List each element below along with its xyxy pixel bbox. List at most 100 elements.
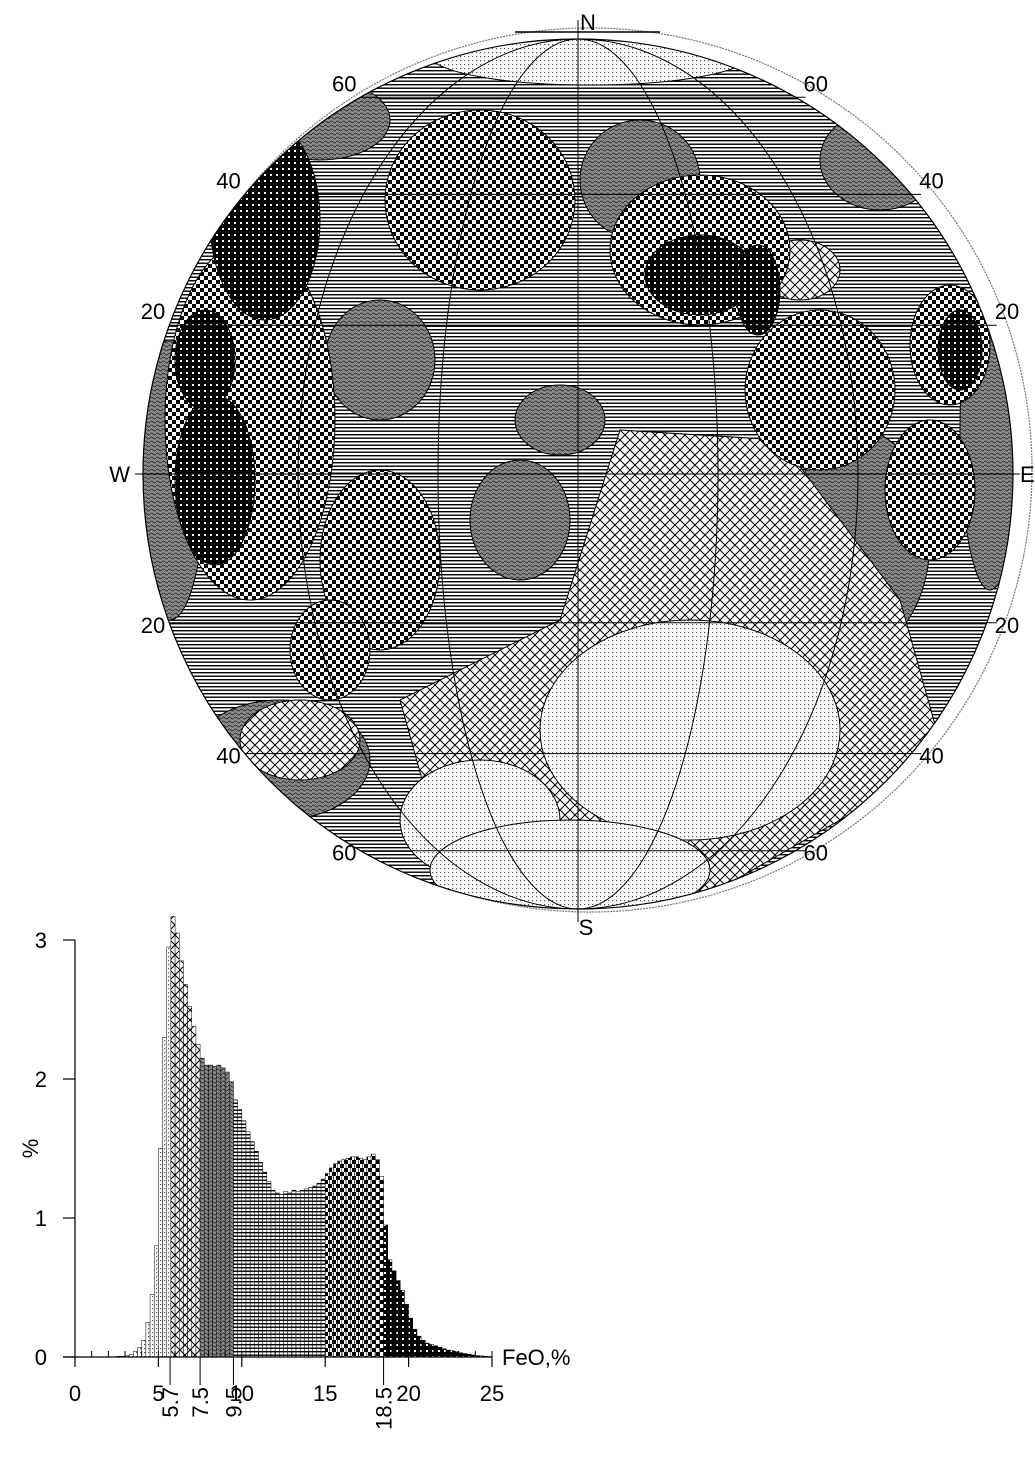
latitude-label: 60: [804, 71, 828, 96]
bar: [421, 1340, 425, 1357]
latitude-label: 20: [141, 613, 165, 638]
south-label: S: [579, 915, 594, 940]
bar: [375, 1160, 379, 1357]
bar: [317, 1183, 321, 1357]
bar: [309, 1187, 313, 1357]
bar: [246, 1132, 250, 1357]
bar: [434, 1346, 438, 1357]
bar: [296, 1192, 300, 1357]
bar: [396, 1281, 400, 1357]
figure: N S W E 202020204040404060606060 0123051…: [0, 0, 1035, 1465]
bar: [250, 1142, 254, 1357]
bar: [167, 947, 171, 1357]
bar: [213, 1066, 217, 1357]
bar: [388, 1260, 392, 1357]
west-label: W: [109, 462, 130, 487]
bar: [158, 1149, 162, 1358]
bar: [200, 1058, 204, 1357]
bar: [171, 916, 175, 1357]
bar: [263, 1172, 267, 1357]
class-edge-label: 9.5: [221, 1387, 246, 1418]
bar: [192, 1026, 196, 1357]
x-axis-label: FeO,%: [502, 1345, 570, 1370]
bar: [342, 1160, 346, 1357]
latitude-label: 20: [995, 299, 1019, 324]
bar: [429, 1344, 433, 1357]
x-tick-label: 15: [313, 1381, 337, 1406]
bar: [400, 1290, 404, 1357]
bar: [146, 1322, 150, 1357]
y-tick-label: 2: [35, 1067, 47, 1092]
bar: [271, 1190, 275, 1357]
class-edge-label: 7.5: [188, 1387, 213, 1418]
bar: [279, 1194, 283, 1357]
bar: [142, 1340, 146, 1357]
latitude-label: 60: [332, 71, 356, 96]
bar: [208, 1065, 212, 1357]
class-edge-label: 18.5: [372, 1387, 397, 1430]
bar: [338, 1161, 342, 1357]
latitude-label: 40: [216, 168, 240, 193]
bar: [275, 1193, 279, 1357]
bar: [304, 1189, 308, 1357]
bar: [392, 1271, 396, 1357]
bar: [354, 1157, 358, 1357]
bar: [438, 1347, 442, 1357]
x-tick-label: 25: [480, 1381, 504, 1406]
latitude-label: 20: [141, 299, 165, 324]
y-tick-label: 1: [35, 1206, 47, 1231]
bar: [325, 1174, 329, 1357]
y-axis-label: %: [18, 1139, 43, 1159]
bar: [413, 1329, 417, 1357]
bar: [238, 1110, 242, 1357]
bar: [334, 1164, 338, 1357]
bar: [329, 1168, 333, 1357]
bar: [384, 1225, 388, 1357]
bar: [404, 1304, 408, 1357]
latitude-label: 20: [995, 613, 1019, 638]
latitude-label: 40: [919, 168, 943, 193]
bar: [267, 1182, 271, 1357]
bar: [313, 1186, 317, 1357]
latitude-label: 40: [919, 744, 943, 769]
bar: [258, 1162, 262, 1357]
bar: [300, 1190, 304, 1357]
bar: [459, 1353, 463, 1357]
bar: [233, 1100, 237, 1357]
latitude-label: 60: [332, 841, 356, 866]
bar: [379, 1176, 383, 1357]
bar: [133, 1351, 137, 1357]
bar: [350, 1157, 354, 1357]
bar: [196, 1044, 200, 1357]
bar: [446, 1350, 450, 1357]
bar: [450, 1351, 454, 1357]
bar: [225, 1072, 229, 1357]
bar: [163, 1037, 167, 1357]
bar: [371, 1154, 375, 1357]
bar: [217, 1065, 221, 1357]
bar: [179, 961, 183, 1357]
bar: [229, 1082, 233, 1357]
bar: [292, 1190, 296, 1357]
bar: [288, 1193, 292, 1357]
bar: [367, 1157, 371, 1357]
x-tick-label: 20: [396, 1381, 420, 1406]
north-label: N: [580, 10, 596, 35]
bar: [188, 1007, 192, 1357]
y-tick-label: 0: [35, 1345, 47, 1370]
y-tick-label: 3: [35, 928, 47, 953]
bar: [242, 1121, 246, 1357]
bar: [150, 1294, 154, 1357]
bar: [204, 1065, 208, 1357]
bar: [321, 1179, 325, 1357]
feo-map: [135, 25, 1020, 920]
east-label: E: [1020, 462, 1035, 487]
bar: [254, 1151, 258, 1357]
bar: [454, 1351, 458, 1357]
bar: [359, 1158, 363, 1357]
bar: [409, 1318, 413, 1357]
latitude-label: 40: [216, 744, 240, 769]
bar: [363, 1160, 367, 1357]
bar: [221, 1068, 225, 1357]
